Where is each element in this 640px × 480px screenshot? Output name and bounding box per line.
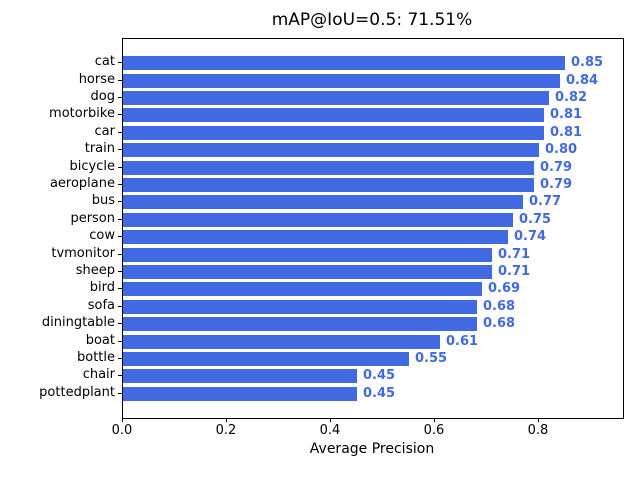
bar-car: [123, 126, 544, 140]
x-tick-mark: [434, 418, 435, 422]
y-tick-mark: [118, 62, 122, 63]
y-tick-label-tvmonitor: tvmonitor: [51, 246, 115, 261]
y-tick-mark: [118, 167, 122, 168]
bar-value-label: 0.84: [566, 73, 599, 88]
y-tick-label-bicycle: bicycle: [69, 159, 115, 174]
bar-train: [123, 143, 539, 157]
x-tick-label: 0.2: [215, 423, 237, 438]
y-tick-label-sheep: sheep: [75, 263, 115, 278]
bar-value-label: 0.79: [540, 160, 573, 175]
y-tick-mark: [118, 271, 122, 272]
x-tick-label: 0.0: [111, 423, 133, 438]
y-tick-mark: [118, 306, 122, 307]
bar-value-label: 0.45: [363, 386, 396, 401]
y-tick-mark: [118, 375, 122, 376]
y-tick-mark: [118, 219, 122, 220]
y-tick-label-motorbike: motorbike: [49, 106, 115, 121]
bar-value-label: 0.74: [514, 229, 547, 244]
bar-aeroplane: [123, 178, 534, 192]
bar-value-label: 0.61: [446, 334, 479, 349]
bar-value-label: 0.68: [483, 299, 516, 314]
bar-sofa: [123, 300, 477, 314]
y-tick-mark: [118, 184, 122, 185]
bar-bottle: [123, 352, 409, 366]
bar-value-label: 0.77: [529, 194, 562, 209]
bar-value-label: 0.85: [571, 55, 604, 70]
y-tick-label-pottedplant: pottedplant: [39, 385, 115, 400]
y-tick-mark: [118, 393, 122, 394]
x-tick-label: 0.4: [319, 423, 341, 438]
bar-tvmonitor: [123, 248, 492, 262]
y-tick-mark: [118, 236, 122, 237]
bar-diningtable: [123, 317, 477, 331]
y-tick-mark: [118, 80, 122, 81]
y-tick-mark: [118, 149, 122, 150]
bar-value-label: 0.71: [498, 264, 531, 279]
y-tick-mark: [118, 341, 122, 342]
y-tick-mark: [118, 114, 122, 115]
y-tick-label-sofa: sofa: [87, 298, 115, 313]
y-tick-label-diningtable: diningtable: [41, 315, 115, 330]
y-tick-label-cow: cow: [89, 228, 115, 243]
y-tick-label-dog: dog: [90, 89, 115, 104]
bar-motorbike: [123, 108, 544, 122]
bar-bird: [123, 282, 482, 296]
y-tick-label-chair: chair: [82, 367, 115, 382]
y-tick-mark: [118, 132, 122, 133]
y-tick-mark: [118, 201, 122, 202]
bar-cat: [123, 56, 565, 70]
bar-value-label: 0.81: [550, 107, 583, 122]
bar-person: [123, 213, 513, 227]
y-tick-mark: [118, 254, 122, 255]
bar-value-label: 0.71: [498, 247, 531, 262]
y-tick-label-bottle: bottle: [76, 350, 115, 365]
bar-dog: [123, 91, 549, 105]
chart-title: mAP@IoU=0.5: 71.51%: [271, 10, 473, 30]
bar-horse: [123, 74, 560, 88]
y-tick-mark: [118, 323, 122, 324]
y-tick-label-bus: bus: [91, 193, 115, 208]
x-tick-mark: [538, 418, 539, 422]
bar-value-label: 0.45: [363, 368, 396, 383]
y-tick-label-bird: bird: [89, 280, 115, 295]
bar-value-label: 0.55: [415, 351, 448, 366]
bar-value-label: 0.69: [488, 281, 521, 296]
bar-sheep: [123, 265, 492, 279]
y-tick-label-boat: boat: [85, 333, 115, 348]
y-tick-mark: [118, 288, 122, 289]
x-tick-mark: [330, 418, 331, 422]
bar-value-label: 0.75: [519, 212, 552, 227]
y-tick-label-horse: horse: [78, 72, 115, 87]
plot-area: 0.85 0.84 0.82 0.81 0.81 0.80 0.79 0.79 0.77 0.75…: [122, 38, 624, 419]
bar-boat: [123, 335, 440, 349]
bar-pottedplant: [123, 387, 357, 401]
y-tick-mark: [118, 358, 122, 359]
x-tick-label: 0.6: [423, 423, 445, 438]
bar-cow: [123, 230, 508, 244]
y-tick-mark: [118, 97, 122, 98]
bar-value-label: 0.68: [483, 316, 516, 331]
y-tick-label-cat: cat: [94, 54, 115, 69]
bar-bus: [123, 195, 523, 209]
bar-value-label: 0.82: [555, 90, 588, 105]
bar-chair: [123, 369, 357, 383]
y-tick-label-aeroplane: aeroplane: [49, 176, 115, 191]
x-axis-title: Average Precision: [309, 441, 435, 457]
x-tick-mark: [226, 418, 227, 422]
x-tick-label: 0.8: [527, 423, 549, 438]
y-tick-label-car: car: [94, 124, 115, 139]
bar-value-label: 0.80: [545, 142, 578, 157]
y-tick-label-train: train: [84, 141, 115, 156]
bar-value-label: 0.79: [540, 177, 573, 192]
bar-value-label: 0.81: [550, 125, 583, 140]
x-tick-mark: [122, 418, 123, 422]
bar-bicycle: [123, 161, 534, 175]
y-tick-label-person: person: [70, 211, 115, 226]
